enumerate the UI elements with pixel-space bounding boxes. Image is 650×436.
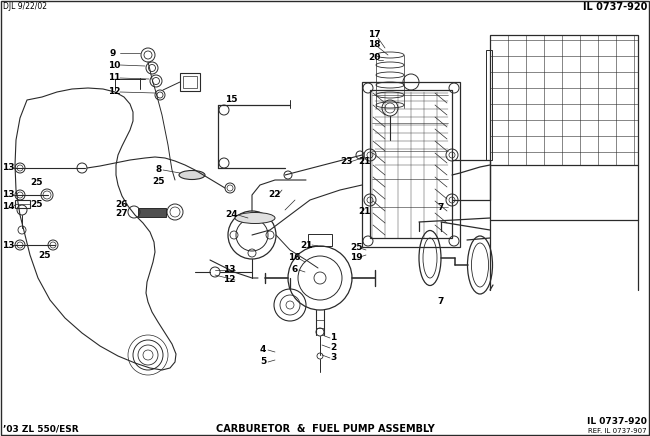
Text: 18: 18 — [368, 41, 380, 50]
Text: 15: 15 — [225, 95, 237, 105]
Text: 22: 22 — [268, 191, 281, 200]
Text: 7: 7 — [437, 297, 443, 307]
Text: 13: 13 — [223, 266, 235, 275]
Text: 7: 7 — [437, 204, 443, 212]
Bar — [308, 234, 332, 246]
Text: 25: 25 — [30, 178, 42, 187]
Text: 13: 13 — [2, 241, 14, 249]
Text: 2: 2 — [330, 344, 336, 352]
Text: 25: 25 — [38, 251, 51, 259]
Bar — [180, 73, 200, 91]
Text: 4: 4 — [260, 345, 266, 354]
Text: 10: 10 — [108, 61, 120, 69]
Text: 13: 13 — [2, 191, 14, 200]
Text: 21: 21 — [358, 157, 370, 167]
Text: 23: 23 — [340, 157, 352, 167]
Bar — [138, 208, 166, 217]
Text: 12: 12 — [108, 88, 120, 96]
Bar — [370, 90, 452, 238]
Text: IL 0737-920: IL 0737-920 — [582, 2, 647, 12]
Text: 20: 20 — [368, 54, 380, 62]
Text: 3: 3 — [330, 354, 336, 362]
Text: 11: 11 — [108, 74, 120, 82]
Bar — [15, 200, 30, 208]
Bar — [490, 35, 638, 165]
Text: 9: 9 — [110, 48, 116, 58]
Text: 21: 21 — [358, 208, 370, 217]
Text: 25: 25 — [30, 201, 42, 210]
Text: 17: 17 — [368, 31, 381, 40]
Text: 8: 8 — [155, 166, 161, 174]
Ellipse shape — [235, 212, 275, 224]
Text: 24: 24 — [225, 211, 238, 219]
Text: 16: 16 — [288, 253, 300, 262]
Bar — [362, 82, 460, 247]
Bar — [486, 50, 492, 160]
Text: DJL 9/22/02: DJL 9/22/02 — [3, 3, 47, 11]
Text: 6: 6 — [292, 266, 298, 275]
Text: 25: 25 — [350, 243, 363, 252]
Text: 13: 13 — [2, 164, 14, 173]
Text: ’03 ZL 550/ESR: ’03 ZL 550/ESR — [3, 425, 79, 433]
Text: 1: 1 — [330, 334, 336, 343]
Text: 12: 12 — [223, 276, 235, 285]
Text: 21: 21 — [300, 241, 313, 249]
Text: IL 0737-920: IL 0737-920 — [587, 418, 647, 426]
Text: CARBURETOR  &  FUEL PUMP ASSEMBLY: CARBURETOR & FUEL PUMP ASSEMBLY — [216, 424, 434, 434]
Text: 19: 19 — [350, 252, 363, 262]
Text: 27: 27 — [115, 210, 127, 218]
Text: 25: 25 — [152, 177, 164, 187]
Text: REF. IL 0737-907: REF. IL 0737-907 — [588, 428, 647, 434]
Text: 14: 14 — [2, 202, 14, 211]
Text: 5: 5 — [260, 358, 266, 367]
Bar — [183, 76, 197, 88]
Ellipse shape — [179, 170, 205, 180]
Text: 26: 26 — [115, 201, 127, 210]
